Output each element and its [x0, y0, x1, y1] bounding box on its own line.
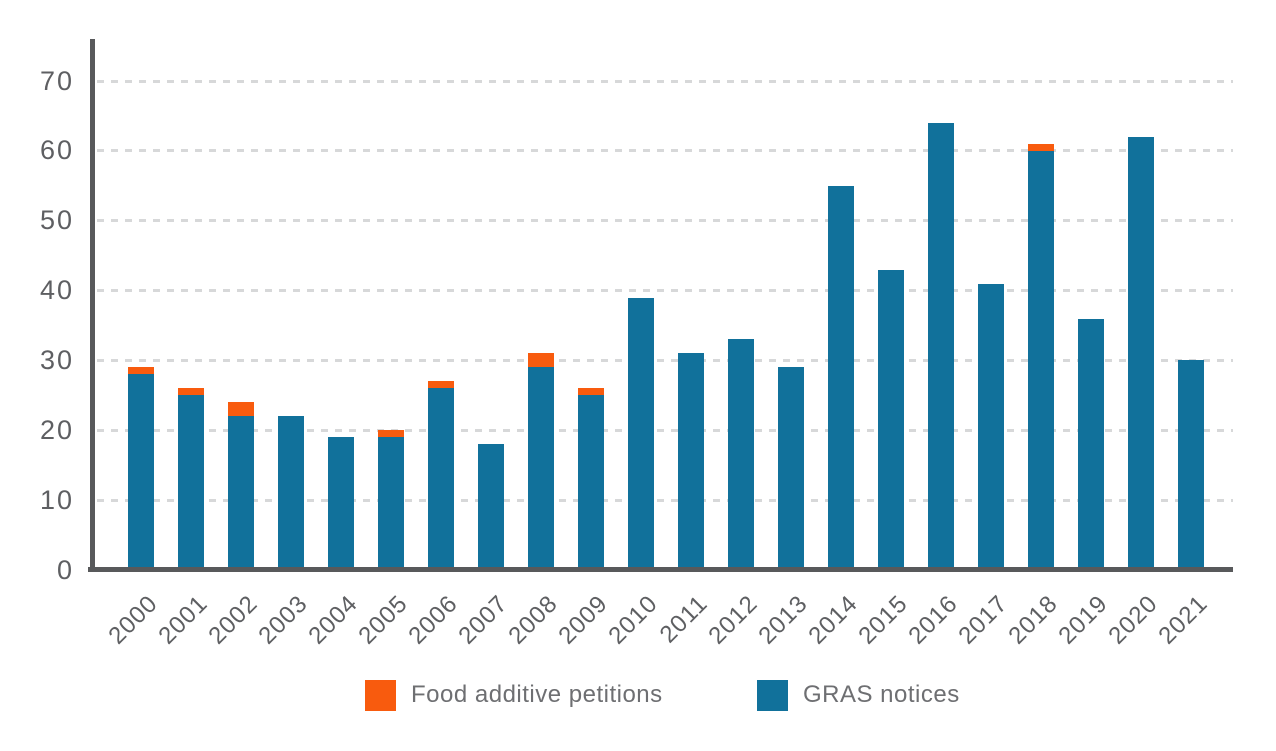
y-axis-label-30: 30 — [39, 344, 74, 375]
bar-gras-notices-2012 — [727, 339, 754, 570]
legend-item-gras-notices: GRAS notices — [757, 679, 960, 711]
gridline-60 — [97, 149, 1233, 153]
y-axis-line — [90, 39, 95, 572]
bar-gras-notices-2007 — [477, 444, 504, 570]
bar-food-additive-petitions-2009 — [577, 388, 604, 396]
bar-gras-notices-2021 — [1177, 360, 1204, 570]
bar-gras-notices-2015 — [877, 269, 904, 570]
gridline-70 — [97, 79, 1233, 83]
bar-gras-notices-2011 — [677, 353, 704, 570]
bar-gras-notices-2018 — [1027, 150, 1054, 570]
legend-label-food-additive-petitions: Food additive petitions — [411, 681, 663, 708]
bar-gras-notices-2010 — [627, 297, 654, 570]
bar-gras-notices-2005 — [377, 437, 404, 570]
bar-gras-notices-2002 — [227, 416, 254, 570]
bar-food-additive-petitions-2001 — [177, 388, 204, 396]
bar-gras-notices-2016 — [927, 122, 954, 570]
y-axis-label-0: 0 — [56, 554, 74, 585]
y-axis-label-60: 60 — [39, 135, 74, 166]
gridline-10 — [97, 498, 1233, 502]
bar-gras-notices-2009 — [577, 395, 604, 570]
legend: Food additive petitions GRAS notices — [0, 679, 1276, 713]
y-axis-label-50: 50 — [39, 205, 74, 236]
gridline-20 — [97, 428, 1233, 432]
bar-gras-notices-2000 — [127, 374, 154, 570]
legend-label-gras-notices: GRAS notices — [803, 681, 960, 708]
gridline-30 — [97, 358, 1233, 362]
bar-gras-notices-2003 — [277, 416, 304, 570]
bar-food-additive-petitions-2006 — [427, 381, 454, 389]
y-axis-label-10: 10 — [39, 484, 74, 515]
legend-swatch-food-additive-petitions-icon — [365, 679, 396, 711]
bar-gras-notices-2019 — [1077, 318, 1104, 570]
bar-food-additive-petitions-2005 — [377, 430, 404, 438]
bar-gras-notices-2006 — [427, 388, 454, 570]
bar-gras-notices-2008 — [527, 367, 554, 570]
legend-swatch-gras-notices-icon — [757, 679, 788, 711]
bar-food-additive-petitions-2002 — [227, 402, 254, 417]
bar-gras-notices-2017 — [977, 283, 1004, 570]
y-axis-label-70: 70 — [39, 65, 74, 96]
bar-gras-notices-2020 — [1127, 136, 1154, 570]
bar-food-additive-petitions-2008 — [527, 353, 554, 368]
bar-gras-notices-2001 — [177, 395, 204, 570]
gridline-50 — [97, 219, 1233, 223]
bar-gras-notices-2014 — [827, 185, 854, 570]
bar-gras-notices-2004 — [327, 437, 354, 570]
bar-food-additive-petitions-2018 — [1027, 143, 1054, 151]
bar-food-additive-petitions-2000 — [127, 367, 154, 375]
bar-gras-notices-2013 — [777, 367, 804, 570]
x-axis-line — [88, 567, 1233, 572]
y-axis-label-20: 20 — [39, 414, 74, 445]
y-axis-label-40: 40 — [39, 275, 74, 306]
legend-item-food-additive-petitions: Food additive petitions — [365, 679, 663, 711]
gridline-40 — [97, 289, 1233, 293]
